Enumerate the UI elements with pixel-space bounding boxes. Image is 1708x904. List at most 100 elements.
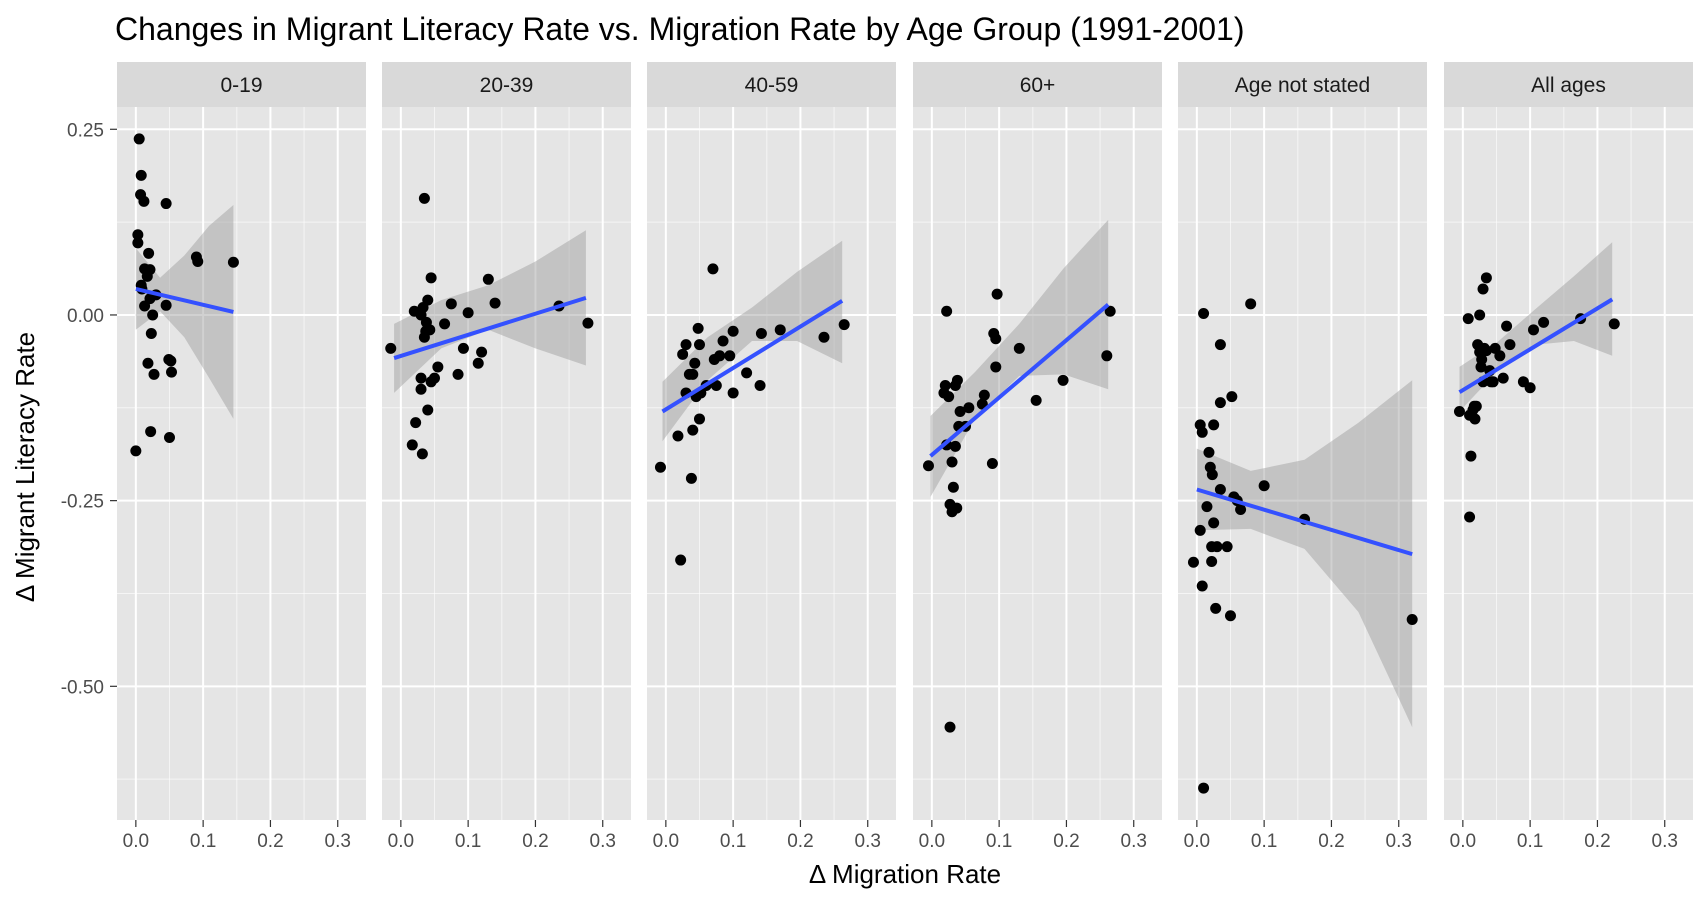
facet-strip-label: 40-59	[745, 74, 799, 97]
data-point	[947, 481, 959, 493]
y-tick-label: -0.25	[61, 492, 104, 513]
data-point	[425, 272, 437, 284]
facet-strip-label: 60+	[1020, 74, 1056, 97]
data-point	[1194, 524, 1206, 536]
data-point	[1196, 426, 1208, 438]
data-point	[680, 339, 692, 351]
confidence-band	[394, 230, 586, 393]
data-point	[1453, 406, 1465, 418]
data-point	[1013, 342, 1025, 354]
facet-strip	[382, 62, 631, 107]
data-point	[951, 374, 963, 386]
y-tick-label: 0.25	[67, 120, 104, 141]
data-point	[132, 229, 144, 241]
data-point	[452, 368, 464, 380]
data-point	[145, 328, 157, 340]
x-tick-label: 0.3	[590, 831, 616, 852]
data-point	[130, 445, 142, 457]
data-point	[406, 439, 418, 451]
data-point	[1214, 339, 1226, 351]
data-point	[415, 383, 427, 395]
data-point	[1245, 298, 1257, 310]
data-point	[163, 432, 175, 444]
data-point	[1470, 400, 1482, 412]
x-tick-label: 0.0	[1450, 831, 1476, 852]
data-point	[1198, 307, 1210, 319]
data-point	[1187, 556, 1199, 568]
data-point	[724, 350, 736, 362]
x-tick-label: 0.3	[855, 831, 881, 852]
data-point	[1464, 511, 1476, 523]
x-tick-label: 0.1	[455, 831, 481, 852]
facet-strip	[1178, 62, 1427, 107]
data-point	[1057, 374, 1069, 386]
data-point	[1030, 394, 1042, 406]
facet-panel: 0-19 0.0 0.1 0.2 0.3	[117, 62, 366, 852]
data-point	[1474, 309, 1486, 321]
regression-line	[1196, 487, 1413, 557]
facet-panel: 20-39 0.0 0.1 0.2 0.3	[382, 62, 631, 852]
data-point	[1211, 541, 1223, 553]
y-tick-label: -0.50	[61, 677, 104, 698]
x-tick-label: 0.1	[1517, 831, 1543, 852]
facet-panels: 0-19 0.0 0.1 0.2 0.3 20-39 0.0 0.1 0.2 0.3 40-59 0.…	[117, 62, 1693, 852]
data-point	[963, 402, 975, 414]
data-point	[1198, 782, 1210, 794]
data-point	[416, 448, 428, 460]
data-point	[160, 299, 172, 311]
data-point	[410, 417, 422, 429]
data-point	[166, 366, 178, 378]
facet-strip	[1444, 62, 1693, 107]
data-point	[424, 324, 436, 336]
facet-strip	[117, 62, 366, 107]
data-point	[1477, 283, 1489, 295]
data-point	[227, 256, 239, 268]
facet-panel: 60+ 0.0 0.1 0.2 0.3	[913, 62, 1162, 852]
facet-panel: All ages 0.0 0.1 0.2 0.3	[1444, 62, 1693, 852]
data-point	[385, 342, 397, 354]
data-point	[838, 319, 850, 331]
x-tick-label: 0.2	[787, 831, 813, 852]
data-point	[687, 368, 699, 380]
data-point	[672, 430, 684, 442]
data-point	[1196, 580, 1208, 592]
data-point	[1538, 316, 1550, 328]
data-point	[1221, 541, 1233, 553]
data-point	[415, 372, 427, 384]
facet-panel: Age not stated 0.0 0.1 0.2 0.3	[1178, 62, 1427, 852]
data-point	[1201, 501, 1213, 513]
data-point	[692, 322, 704, 334]
data-point	[1203, 446, 1215, 458]
data-point	[1497, 372, 1509, 384]
data-point	[685, 472, 697, 484]
data-point	[445, 298, 457, 310]
x-tick-label: 0.2	[522, 831, 548, 852]
data-point	[741, 367, 753, 379]
y-axis: 0.25 0.00 -0.25 -0.50	[61, 120, 117, 698]
regression-line	[135, 287, 234, 314]
data-point	[439, 318, 451, 330]
data-point	[941, 305, 953, 317]
data-point	[143, 247, 155, 259]
data-point	[1208, 517, 1220, 529]
data-point	[482, 273, 494, 285]
x-tick-label: 0.2	[1053, 831, 1079, 852]
data-point	[1226, 391, 1238, 403]
panel-background	[1444, 107, 1693, 820]
data-point	[1210, 602, 1222, 614]
data-point	[677, 348, 689, 360]
x-tick-label: 0.2	[1318, 831, 1344, 852]
x-tick-label: 0.0	[653, 831, 679, 852]
facet-panel: 40-59 0.0 0.1 0.2 0.3	[647, 62, 896, 852]
data-point	[1476, 354, 1488, 366]
panel-background	[1178, 107, 1427, 820]
data-point	[717, 335, 729, 347]
data-point	[675, 554, 687, 566]
panel-background	[647, 107, 896, 820]
data-point	[754, 380, 766, 392]
data-point	[710, 380, 722, 392]
data-point	[476, 346, 488, 358]
data-point	[1501, 320, 1513, 332]
chart-title: Changes in Migrant Literacy Rate vs. Mig…	[115, 11, 1244, 47]
